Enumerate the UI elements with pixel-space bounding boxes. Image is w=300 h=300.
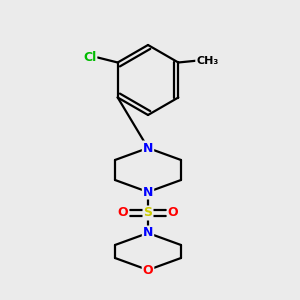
Text: Cl: Cl [83, 51, 96, 64]
Text: CH₃: CH₃ [196, 56, 218, 65]
Text: O: O [143, 263, 153, 277]
Text: N: N [143, 226, 153, 239]
Text: N: N [143, 185, 153, 199]
Text: N: N [143, 142, 153, 154]
Text: O: O [168, 206, 178, 220]
Text: O: O [118, 206, 128, 220]
Text: S: S [143, 206, 152, 220]
